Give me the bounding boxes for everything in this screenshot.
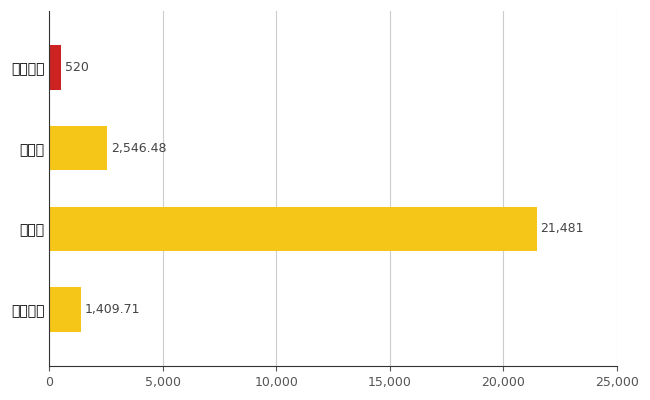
- Text: 520: 520: [65, 61, 88, 74]
- Bar: [49, 126, 107, 170]
- Text: 1,409.71: 1,409.71: [85, 303, 140, 316]
- Text: 21,481: 21,481: [541, 222, 584, 236]
- Bar: [49, 288, 81, 332]
- Bar: [49, 207, 537, 251]
- Text: 2,546.48: 2,546.48: [111, 142, 166, 155]
- Bar: [49, 46, 61, 90]
